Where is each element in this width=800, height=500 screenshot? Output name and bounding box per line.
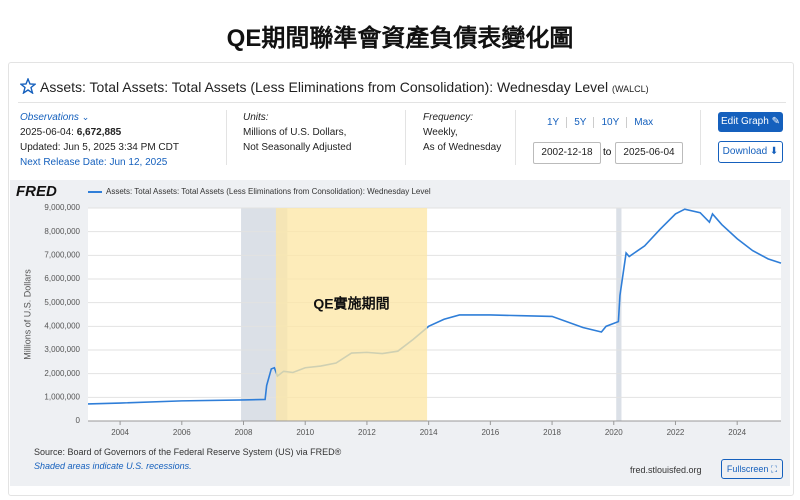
y-tick-label: 6,000,000 — [44, 274, 80, 283]
observations-link[interactable]: Observations — [20, 112, 79, 123]
frequency: Frequency: Weekly, As of Wednesday — [423, 110, 501, 155]
series-line — [87, 208, 782, 405]
range-button[interactable]: 10Y — [601, 117, 620, 128]
y-tick-label: 3,000,000 — [44, 345, 80, 354]
x-tick-label: 2012 — [358, 428, 376, 437]
y-tick-label: 1,000,000 — [44, 392, 80, 401]
y-axis-label: Millions of U.S. Dollars — [22, 269, 32, 360]
range-buttons: 1Y 5Y 10Y Max — [540, 117, 660, 128]
range-button[interactable]: 1Y — [547, 117, 560, 128]
units-line: Not Seasonally Adjusted — [243, 142, 352, 153]
divider — [18, 102, 786, 103]
qe-period-shade — [275, 208, 428, 421]
x-tick-label: 2020 — [605, 428, 623, 437]
series-code: (WALCL) — [611, 84, 649, 94]
units-label: Units: — [243, 112, 269, 123]
series-name: Assets: Total Assets: Total Assets (Less… — [40, 79, 609, 95]
y-tick-label: 7,000,000 — [44, 250, 80, 259]
annotation-label: QE實施期間 — [313, 296, 389, 312]
updated: Updated: Jun 5, 2025 3:34 PM CDT — [20, 142, 179, 153]
panel — [8, 62, 794, 496]
download-button[interactable]: Download ⬇ — [718, 141, 783, 163]
divider — [405, 110, 406, 165]
x-tick-label: 2022 — [667, 428, 685, 437]
frequency-label: Frequency: — [423, 112, 474, 123]
y-tick-label: 5,000,000 — [44, 298, 80, 307]
button-label: Edit Graph — [721, 116, 769, 127]
edit-graph-button[interactable]: Edit Graph ✎ — [718, 112, 783, 132]
star-icon[interactable] — [20, 78, 36, 94]
plot-area — [88, 208, 781, 421]
y-tick-label: 8,000,000 — [44, 227, 80, 236]
series-title: Assets: Total Assets: Total Assets (Less… — [40, 79, 649, 95]
site[interactable]: fred.stlouisfed.org — [630, 465, 702, 475]
recession-note: Shaded areas indicate U.S. recessions. — [34, 461, 192, 471]
fred-logo: FRED — [16, 183, 57, 200]
y-tick-label: 0 — [76, 416, 81, 425]
y-tick-label: 9,000,000 — [44, 203, 80, 212]
frequency-line: Weekly, — [423, 127, 458, 138]
range-button[interactable]: 5Y — [574, 117, 587, 128]
chart: FRED Assets: Total Assets: Total Assets … — [10, 180, 790, 486]
obs-date: 2025-06-04: — [20, 127, 74, 138]
end-date-input[interactable]: 2025-06-04 — [615, 142, 683, 164]
button-label: Download — [722, 146, 768, 157]
fullscreen-button[interactable]: Fullscreen ⛶ — [721, 459, 783, 479]
range-button[interactable]: Max — [634, 117, 654, 128]
page-title: QE期間聯準會資產負債表變化圖 — [226, 25, 574, 52]
x-tick-label: 2014 — [420, 428, 438, 437]
x-tick-label: 2006 — [173, 428, 191, 437]
divider — [700, 110, 701, 165]
next-release[interactable]: Next Release Date: Jun 12, 2025 — [20, 157, 168, 168]
y-tick-label: 2,000,000 — [44, 369, 80, 378]
x-tick-label: 2018 — [543, 428, 561, 437]
x-tick-label: 2010 — [296, 428, 314, 437]
legend-label: Assets: Total Assets: Total Assets (Less… — [106, 187, 431, 196]
y-tick-label: 4,000,000 — [44, 321, 80, 330]
x-tick-label: 2004 — [111, 428, 129, 437]
divider — [515, 110, 516, 165]
observations: Observations ⌄ 2025-06-04: 6,672,885 Upd… — [20, 112, 179, 168]
to-label: to — [603, 147, 612, 158]
button-label: Fullscreen — [726, 464, 769, 474]
frequency-line: As of Wednesday — [423, 142, 502, 153]
start-date-input[interactable]: 2002-12-18 — [533, 142, 601, 164]
units: Units: Millions of U.S. Dollars, Not Sea… — [243, 110, 351, 155]
units-line: Millions of U.S. Dollars, — [243, 127, 347, 138]
obs-value: 6,672,885 — [76, 127, 122, 138]
divider — [226, 110, 227, 165]
x-tick-label: 2008 — [235, 428, 253, 437]
x-tick-label: 2016 — [481, 428, 499, 437]
source: Source: Board of Governors of the Federa… — [34, 447, 342, 457]
x-tick-label: 2024 — [728, 428, 746, 437]
